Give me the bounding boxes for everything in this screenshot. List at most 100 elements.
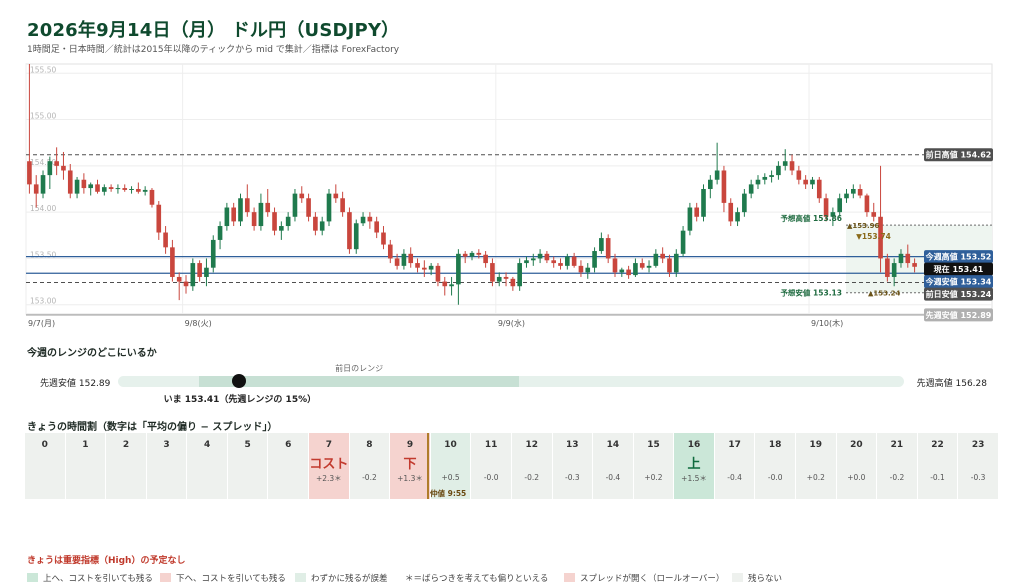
level-badge-label: 前日高値 154.62 [926, 150, 992, 160]
hour-number: 20 [850, 440, 863, 450]
y-tick-label: 155.50 [30, 65, 56, 74]
hour-cell-8: 8 -0.2 [349, 433, 390, 499]
candle-body [619, 269, 625, 273]
candle-body [74, 179, 80, 194]
candle-body [374, 221, 379, 233]
hour-bias-value: -0.1 [930, 473, 945, 482]
range-section-title: 今週のレンジのどこにいるか [27, 348, 157, 359]
candle-body [490, 263, 495, 282]
candle-body [217, 226, 223, 240]
candle-body [769, 175, 774, 177]
hour-number: 8 [366, 440, 373, 450]
x-day-label: 9/7(月) [28, 319, 55, 328]
range-prev-day [199, 376, 520, 387]
candle-body [626, 269, 631, 276]
candle-body [755, 179, 761, 185]
hour-cell-12: 12 -0.2 [511, 433, 552, 499]
hour-bias-value: -0.4 [727, 473, 742, 482]
candle-body [279, 226, 284, 231]
candle-body [340, 198, 345, 213]
legend-item: 上へ、コストを引いても残る [27, 572, 153, 584]
page-subtitle: 1時間足・日本時間／統計は2015年以降のティックから mid で集計／指標は … [27, 45, 400, 55]
legend-swatch [160, 573, 171, 582]
candle-body [871, 212, 877, 217]
hour-number: 23 [971, 440, 985, 450]
hour-bias-value: -0.3 [564, 473, 580, 482]
candle-body [544, 253, 550, 261]
candle-body [61, 165, 66, 171]
candle-body [347, 212, 352, 250]
candle-body [857, 189, 863, 196]
candle-body [653, 253, 659, 266]
page-title: 2026年9月14日（月） ドル円（USDJPY） [27, 20, 400, 41]
candle-body [612, 258, 618, 273]
hour-cell-19: 19 +0.2 [795, 433, 836, 499]
legend-text: 下へ、コストを引いても残る [176, 574, 286, 584]
candle-body [483, 254, 488, 264]
candle-body [415, 263, 420, 268]
hour-cell-7: 7 コスト +2.3＊ [309, 433, 349, 499]
hour-number: 7 [325, 440, 332, 450]
candle-body [190, 263, 196, 287]
candle-body [816, 179, 822, 199]
candle-body [496, 276, 502, 282]
candle-body [129, 189, 134, 190]
legend-item: わずかに残るが誤差 [295, 572, 388, 584]
level-badge-label: 前日安値 153.24 [926, 289, 992, 299]
range-now-marker [231, 374, 246, 388]
candle-body [88, 184, 94, 189]
x-day-label: 9/8(火) [185, 319, 212, 328]
candle-body [639, 263, 645, 268]
hour-number: 11 [484, 440, 498, 450]
hour-cell-14: 14 -0.4 [593, 433, 633, 499]
hour-bias-value: -0.4 [605, 473, 621, 482]
candle-body [115, 188, 121, 190]
y-tick-label: 153.00 [30, 297, 56, 306]
hour-cell-20: 20 +0.0 [836, 433, 877, 499]
candle-body [462, 253, 468, 257]
candle-body [708, 179, 713, 189]
indicator-notice: きょうは重要指標（High）の予定なし [27, 556, 186, 566]
hour-cell-2: 2 [106, 433, 146, 499]
candle-body [313, 216, 318, 231]
candle-body [401, 253, 407, 266]
candle-body [680, 230, 686, 254]
hour-cell-9: 9 下 +1.3＊ [390, 433, 430, 499]
hour-cell-11: 11 -0.0 [471, 433, 511, 499]
candle-body [673, 253, 679, 273]
legend-item: スプレッドが開く（ロールオーバー） [564, 572, 724, 584]
candle-body [428, 265, 434, 270]
candle-body [95, 184, 100, 192]
candle-body [33, 184, 39, 194]
candle-body [306, 198, 311, 217]
level-badge-label: 今週安値 153.34 [925, 277, 992, 287]
candle-body [285, 216, 291, 227]
candle-body [122, 188, 128, 190]
candle-body [299, 193, 305, 199]
candle-body [136, 189, 141, 192]
candle-body [265, 202, 271, 213]
forecast-high-label: 予想高値 153.86 [780, 213, 842, 223]
y-tick-label: 153.50 [30, 250, 56, 259]
legend-swatch [27, 573, 38, 582]
candle-body [210, 239, 216, 268]
candle-body [333, 193, 339, 199]
candle-body [224, 207, 230, 227]
candle-body [251, 212, 257, 227]
hour-number: 12 [525, 440, 538, 450]
candle-body [510, 278, 516, 287]
hour-cell-1: 1 [65, 433, 106, 499]
hour-cell-16: 16 上 +1.5＊ [674, 433, 714, 499]
hour-number: 2 [122, 440, 130, 450]
hour-number: 15 [647, 440, 660, 450]
hour-cell-13: 13 -0.3 [552, 433, 593, 499]
candle-body [776, 165, 781, 176]
candle-body [176, 276, 182, 282]
legend-text: スプレッドが開く（ロールオーバー） [580, 574, 725, 584]
candle-body [40, 175, 46, 194]
candle-body [442, 281, 448, 287]
x-day-label: 9/9(水) [498, 318, 525, 328]
x-day-label: 9/10(木) [811, 318, 843, 328]
hour-number: 16 [687, 440, 701, 450]
candle-body [326, 193, 332, 222]
